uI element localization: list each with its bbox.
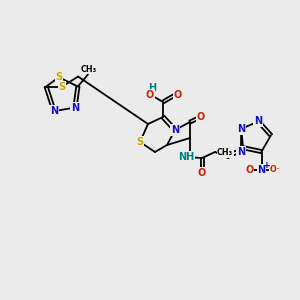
Text: N: N [171,125,179,135]
Text: O: O [174,90,182,100]
Text: O: O [245,165,253,175]
Text: S: S [55,72,62,82]
Text: S: S [58,82,66,92]
Text: N: N [257,165,266,175]
Text: NH: NH [178,152,194,162]
Text: H: H [148,83,156,93]
Text: O: O [198,168,206,178]
Text: O: O [197,112,205,122]
Text: N: N [237,124,245,134]
Text: CH₃: CH₃ [217,148,233,157]
Text: N: N [71,103,79,112]
Text: N: N [254,116,262,126]
Text: O: O [146,90,154,100]
Text: N: N [50,106,58,116]
Text: +: + [262,161,271,170]
Text: N: N [237,147,245,157]
Text: CH₃: CH₃ [81,65,97,74]
Text: S: S [136,137,144,147]
Text: O⁻: O⁻ [270,165,281,174]
